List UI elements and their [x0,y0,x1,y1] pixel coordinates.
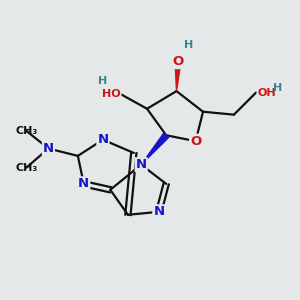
Polygon shape [175,61,181,91]
Text: O: O [172,55,184,68]
Text: O: O [190,135,201,148]
Text: H: H [98,76,107,86]
Text: CH₃: CH₃ [15,126,38,136]
Text: N: N [153,205,164,218]
Text: N: N [78,177,89,190]
Polygon shape [141,133,169,165]
Text: OH: OH [257,88,276,98]
Text: N: N [97,133,109,146]
Text: H: H [184,40,193,50]
Text: N: N [136,158,147,171]
Text: N: N [43,142,54,155]
Text: H: H [274,83,283,93]
Text: CH₃: CH₃ [15,163,38,173]
Text: HO: HO [102,89,121,99]
